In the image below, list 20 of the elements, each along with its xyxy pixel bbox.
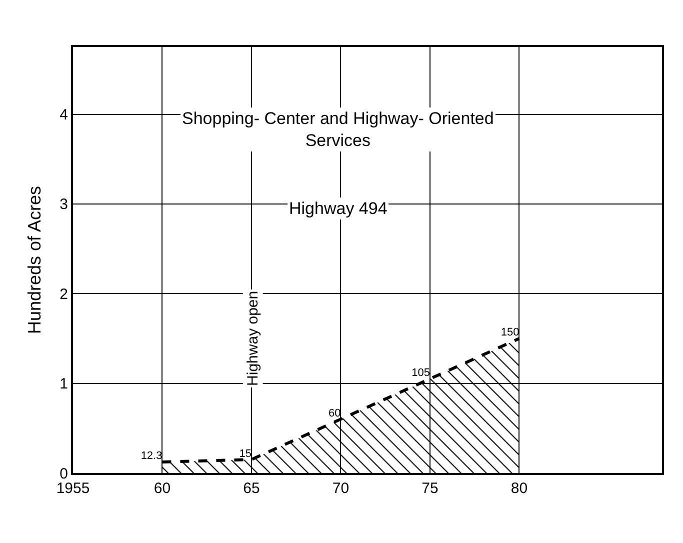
x-tick-label: 60 [154,480,171,497]
text: 60 [328,407,341,420]
text: Highway 494 [289,199,388,218]
y-axis-title: Hundreds of Acres [24,186,44,334]
x-tick-label: 65 [243,480,260,497]
x-tick-label: 75 [422,480,438,497]
text: 15 [239,448,252,460]
annotation: Highway open [244,290,262,386]
x-tick-label: 70 [332,480,350,497]
x-tick-label: 80 [510,480,528,497]
text: Shopping- Center and Highway- Oriented Services [182,109,494,150]
y-tick-label: 2 [60,286,68,303]
y-tick-label: 0 [60,465,68,482]
y-tick-label: 3 [60,196,68,214]
y-tick-label: 1 [60,376,68,393]
text: 105 [412,367,430,380]
text: 150 [500,326,520,339]
y-tick-label: 4 [60,106,68,124]
text: 12.3 [140,450,162,462]
x-tick-label: 1955 [56,480,90,497]
